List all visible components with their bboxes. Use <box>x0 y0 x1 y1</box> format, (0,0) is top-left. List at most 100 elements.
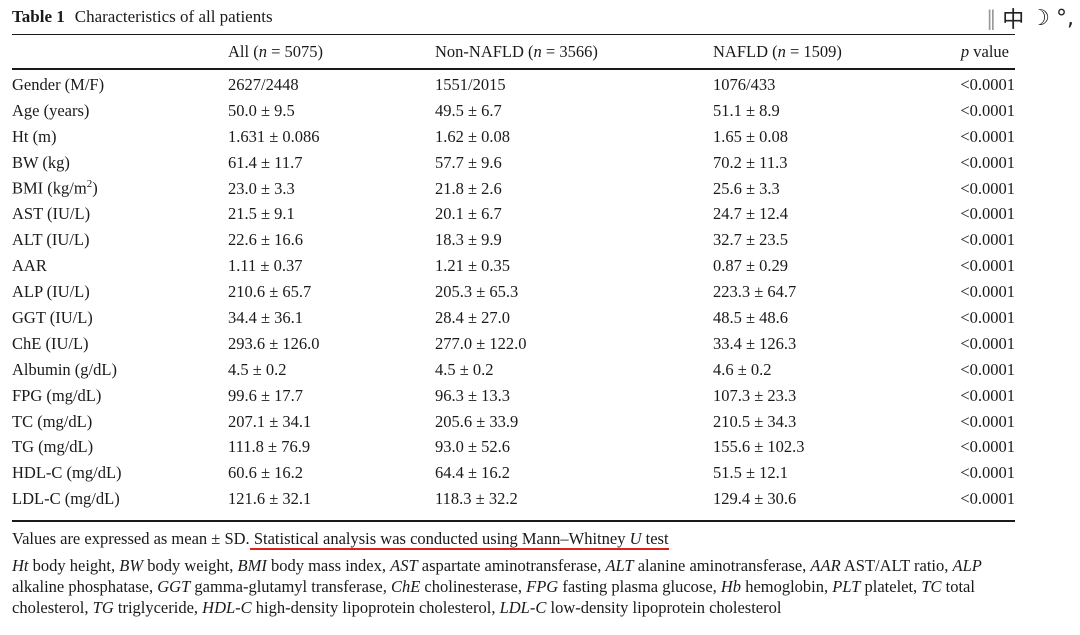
table-row: Gender (M/F) 2627/2448 1551/2015 1076/433 <0… <box>12 68 1015 98</box>
row-label: ALT (IU/L) <box>12 230 90 250</box>
row-label: BMI (kg/m2) <box>12 178 98 198</box>
table-row: Ht (m) 1.631 ± 0.086 1.62 ± 0.08 1.65 ± 0.0… <box>12 124 1015 150</box>
table-cell: 64.4 ± 16.2 <box>435 463 511 483</box>
separator-icon: ‖ <box>986 6 997 30</box>
table-cell: 1.62 ± 0.08 <box>435 126 511 146</box>
moon-icon[interactable]: ☽ <box>1030 5 1050 31</box>
abbreviation-entry: PLT platelet, <box>832 577 922 596</box>
table-cell: <0.0001 <box>960 100 1015 120</box>
table-row: Albumin (g/dL) 4.5 ± 0.2 4.5 ± 0.2 4.6 ± 0.… <box>12 357 1015 383</box>
table-cell: 4.6 ± 0.2 <box>713 359 772 379</box>
table-number: Table 1 <box>12 7 65 26</box>
table-cell: 21.8 ± 2.6 <box>435 178 502 198</box>
abbreviation-entry: ALP alkaline phosphatase, <box>12 556 982 596</box>
table-cell: 107.3 ± 23.3 <box>713 385 797 405</box>
abbreviation-entry: HDL-C high-density lipoprotein cholester… <box>202 598 500 617</box>
table-cell: 99.6 ± 17.7 <box>228 385 304 405</box>
table-row: BW (kg) 61.4 ± 11.7 57.7 ± 9.6 70.2 ± 11.3 <… <box>12 150 1015 176</box>
row-label: ALP (IU/L) <box>12 282 90 302</box>
table-cell: 121.6 ± 32.1 <box>228 489 312 509</box>
row-label: FPG (mg/dL) <box>12 385 102 405</box>
table-bottom-rule <box>12 520 1015 522</box>
table-row: TC (mg/dL) 207.1 ± 34.1 205.6 ± 33.9 210.5 … <box>12 409 1015 435</box>
abbreviation-entry: AAR AST/ALT ratio, <box>810 556 953 575</box>
table-row: ALT (IU/L) 22.6 ± 16.6 18.3 ± 9.9 32.7 ± 23… <box>12 227 1015 253</box>
table-cell: 293.6 ± 126.0 <box>228 333 320 353</box>
abbreviation-entry: LDL-C low-density lipoprotein cholestero… <box>499 598 782 617</box>
stats-underlined-text: Statistical analysis was conducted using… <box>249 529 669 550</box>
abbreviation-entry: Hb hemoglobin, <box>720 577 833 596</box>
table-row: GGT (IU/L) 34.4 ± 36.1 28.4 ± 27.0 48.5 ± 4… <box>12 305 1015 331</box>
table-cell: 34.4 ± 36.1 <box>228 307 304 327</box>
table-cell: 22.6 ± 16.6 <box>228 230 304 250</box>
table-cell: 32.7 ± 23.5 <box>713 230 789 250</box>
row-label: GGT (IU/L) <box>12 307 93 327</box>
table-header-row: All (n = 5075) Non-NAFLD (n = 3566) NAFLD … <box>12 35 1015 68</box>
table-cell: 207.1 ± 34.1 <box>228 411 312 431</box>
table-cell: <0.0001 <box>960 359 1015 379</box>
table-cell: 25.6 ± 3.3 <box>713 178 780 198</box>
table-cell: 60.6 ± 16.2 <box>228 463 304 483</box>
table-cell: 18.3 ± 9.9 <box>435 230 502 250</box>
row-label: ChE (IU/L) <box>12 333 89 353</box>
table-cell: 1.631 ± 0.086 <box>228 126 320 146</box>
table-cell: <0.0001 <box>960 437 1015 457</box>
table-cell: 51.5 ± 12.1 <box>713 463 789 483</box>
table-cell: 205.3 ± 65.3 <box>435 282 519 302</box>
column-header: Non-NAFLD (n = 3566) <box>435 41 598 61</box>
abbreviation-entry: GGT gamma-glutamyl transferase, <box>157 577 391 596</box>
abbreviation-entry: ALT alanine aminotransferase, <box>605 556 811 575</box>
stats-tail: test <box>641 529 669 548</box>
table-cell: 1.21 ± 0.35 <box>435 256 511 276</box>
table-cell: 4.5 ± 0.2 <box>228 359 287 379</box>
row-label: Age (years) <box>12 100 90 120</box>
row-label: TC (mg/dL) <box>12 411 93 431</box>
table-row: LDL-C (mg/dL) 121.6 ± 32.1 118.3 ± 32.2 129… <box>12 486 1015 512</box>
table-row: TG (mg/dL) 111.8 ± 76.9 93.0 ± 52.6 155.6 ±… <box>12 434 1015 460</box>
abbreviation-entry: FPG fasting plasma glucose, <box>526 577 721 596</box>
table-caption: Characteristics of all patients <box>74 7 273 26</box>
table-cell: 70.2 ± 11.3 <box>713 152 788 172</box>
table-cell: 48.5 ± 48.6 <box>713 307 789 327</box>
table-cell: 33.4 ± 126.3 <box>713 333 797 353</box>
table-cell: 277.0 ± 122.0 <box>435 333 527 353</box>
row-label: AST (IU/L) <box>12 204 91 224</box>
table-cell: 210.6 ± 65.7 <box>228 282 312 302</box>
table-cell: <0.0001 <box>960 333 1015 353</box>
table-cell: <0.0001 <box>960 282 1015 302</box>
table-cell: 155.6 ± 102.3 <box>713 437 805 457</box>
table-cell: 96.3 ± 13.3 <box>435 385 511 405</box>
table-cell: 1076/433 <box>713 74 776 94</box>
chinese-input-icon[interactable]: 中 <box>1002 8 1025 33</box>
table-cell: 50.0 ± 9.5 <box>228 100 295 120</box>
table-row: ChE (IU/L) 293.6 ± 126.0 277.0 ± 122.0 33.4… <box>12 331 1015 357</box>
table-cell: 1551/2015 <box>435 74 506 94</box>
row-label: Gender (M/F) <box>12 74 105 94</box>
column-header: All (n = 5075) <box>228 41 324 61</box>
table-row: ALP (IU/L) 210.6 ± 65.7 205.3 ± 65.3 223.3 … <box>12 279 1015 305</box>
stats-test-letter: U <box>629 529 642 548</box>
table-cell: 0.87 ± 0.29 <box>713 256 789 276</box>
abbreviation-entry: BMI body mass index, <box>237 556 391 575</box>
ime-toolbar: ‖ 中 ☽ °, <box>986 2 1074 34</box>
table-cell: 24.7 ± 12.4 <box>713 204 789 224</box>
table-row: BMI (kg/m2) 23.0 ± 3.3 21.8 ± 2.6 25.6 ± 3.… <box>12 176 1015 202</box>
table-header-rule <box>12 68 1015 70</box>
table-cell: 1.65 ± 0.08 <box>713 126 789 146</box>
table-cell: 223.3 ± 64.7 <box>713 282 797 302</box>
abbreviation-entry: BW body weight, <box>119 556 238 575</box>
table-cell: 28.4 ± 27.0 <box>435 307 511 327</box>
table-cell: <0.0001 <box>960 204 1015 224</box>
row-label: Ht (m) <box>12 126 57 146</box>
patient-characteristics-table: All (n = 5075) Non-NAFLD (n = 3566) NAFLD … <box>12 35 1015 512</box>
punctuation-icon[interactable]: °, <box>1056 5 1074 31</box>
table-cell: 21.5 ± 9.1 <box>228 204 295 224</box>
table-cell: 51.1 ± 8.9 <box>713 100 780 120</box>
column-header <box>12 35 228 68</box>
table-row: Age (years) 50.0 ± 9.5 49.5 ± 6.7 51.1 ± 8.… <box>12 98 1015 124</box>
row-label: LDL-C (mg/dL) <box>12 489 120 509</box>
row-label: Albumin (g/dL) <box>12 359 117 379</box>
table-cell: <0.0001 <box>960 230 1015 250</box>
table-cell: <0.0001 <box>960 178 1015 198</box>
table-cell: 23.0 ± 3.3 <box>228 178 295 198</box>
